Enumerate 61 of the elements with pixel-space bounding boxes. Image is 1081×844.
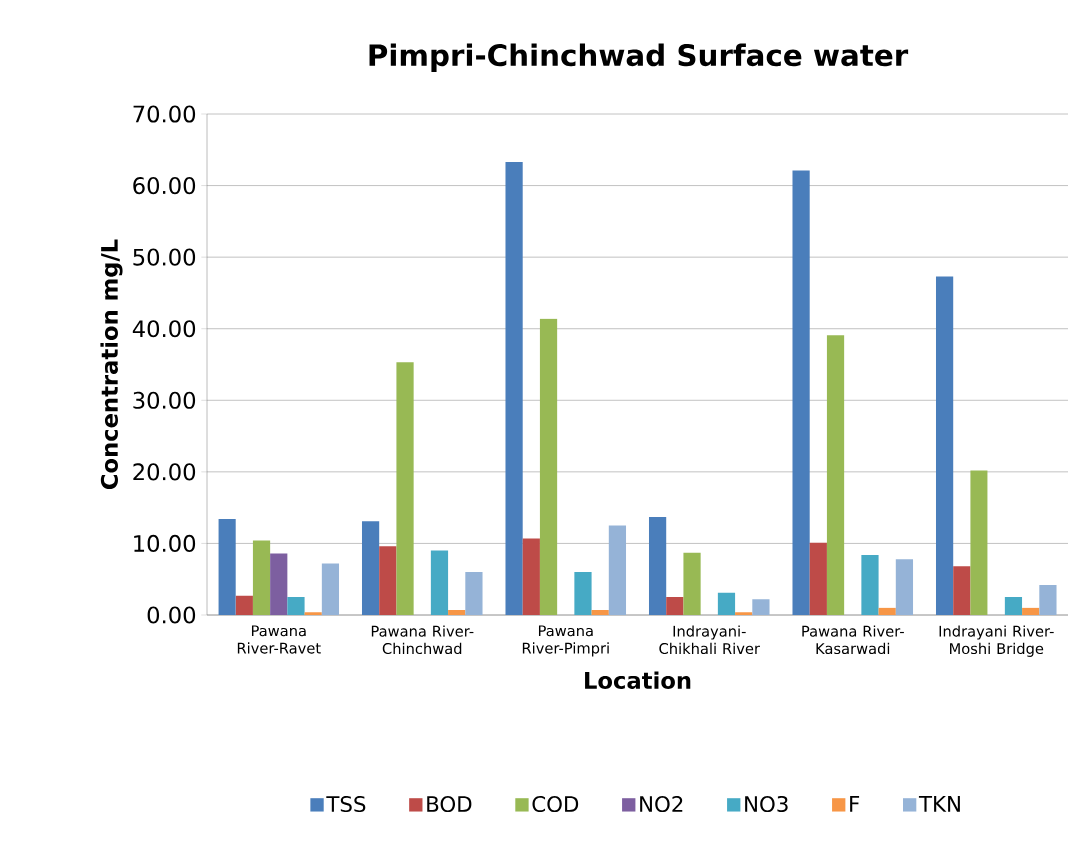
bar xyxy=(591,609,609,615)
legend-label: NO3 xyxy=(745,795,788,813)
x-tick-label: Indrayani-Chikhali River xyxy=(659,625,760,655)
y-tick-label: 60.00 xyxy=(133,177,196,195)
bar xyxy=(826,335,845,615)
x-tick-label: Pawana River-Pimpri xyxy=(522,625,609,657)
x-tick-label: Pawana River-Ravet xyxy=(237,625,321,654)
chart-title: Pimpri-Chinchwad Surface water xyxy=(369,43,909,72)
bar xyxy=(792,170,810,615)
legend-label: BOD xyxy=(427,795,472,813)
bar xyxy=(861,554,879,615)
bar xyxy=(878,607,896,615)
bar xyxy=(1022,607,1040,615)
legend-label: F xyxy=(850,796,860,812)
y-tick-label: 40.00 xyxy=(132,320,196,338)
bar xyxy=(252,540,271,615)
bar xyxy=(522,538,540,615)
bar xyxy=(448,609,466,615)
bar xyxy=(379,546,397,615)
bar xyxy=(953,566,971,615)
y-tick-label: 70.00 xyxy=(133,105,196,123)
bar xyxy=(396,362,414,615)
y-axis-title: Concentration mg/L xyxy=(100,239,123,490)
bar xyxy=(608,525,627,615)
bar xyxy=(361,521,380,615)
x-tick-label: Pawana River-Kasarwadi xyxy=(802,625,904,655)
y-tick-label: 30.00 xyxy=(133,391,196,409)
bar xyxy=(1004,597,1023,615)
x-tick-label: Pawana River-Chinchwad xyxy=(371,625,474,655)
bar xyxy=(235,595,253,615)
bar xyxy=(430,550,449,615)
bar xyxy=(666,597,684,615)
bar xyxy=(270,553,288,615)
y-tick-label: 0.00 xyxy=(147,606,196,624)
legend-label: NO2 xyxy=(640,795,683,813)
x-axis-title: Location xyxy=(585,671,691,689)
bar xyxy=(970,470,988,615)
legend-label: TKN xyxy=(918,796,960,812)
bar xyxy=(717,592,736,615)
legend-label: TSS xyxy=(326,795,366,813)
bar xyxy=(304,612,322,615)
bar xyxy=(218,519,236,615)
bar xyxy=(574,572,592,615)
y-tick-label: 20.00 xyxy=(133,463,196,481)
bar xyxy=(648,516,667,615)
bar xyxy=(539,318,558,615)
bar xyxy=(287,597,305,615)
bar xyxy=(895,559,914,615)
x-tick-label: Indrayani River-Moshi Bridge xyxy=(939,625,1054,657)
bar xyxy=(683,552,701,615)
bar xyxy=(809,542,827,615)
bar xyxy=(752,599,770,615)
bar xyxy=(465,572,483,615)
bar xyxy=(505,161,523,615)
y-tick-label: 50.00 xyxy=(133,248,196,266)
y-tick-label: 10.00 xyxy=(134,534,196,552)
bar xyxy=(935,276,954,615)
bar xyxy=(735,612,753,615)
bar xyxy=(321,563,340,615)
bar xyxy=(1039,584,1057,615)
legend-label: COD xyxy=(532,795,579,813)
